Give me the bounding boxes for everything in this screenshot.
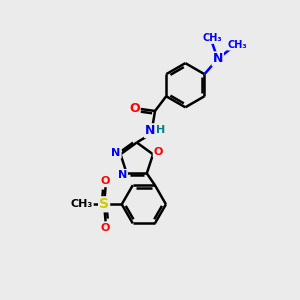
Text: O: O [101,176,110,186]
Text: CH₃: CH₃ [202,33,222,43]
Text: N: N [118,170,127,180]
Text: S: S [99,197,109,211]
Text: O: O [129,102,140,115]
Text: CH₃: CH₃ [228,40,247,50]
Text: O: O [101,223,110,233]
Text: N: N [145,124,155,137]
Text: O: O [154,147,163,157]
Text: H: H [156,125,166,135]
Text: N: N [212,52,223,65]
Text: N: N [112,148,121,158]
Text: CH₃: CH₃ [71,199,93,209]
